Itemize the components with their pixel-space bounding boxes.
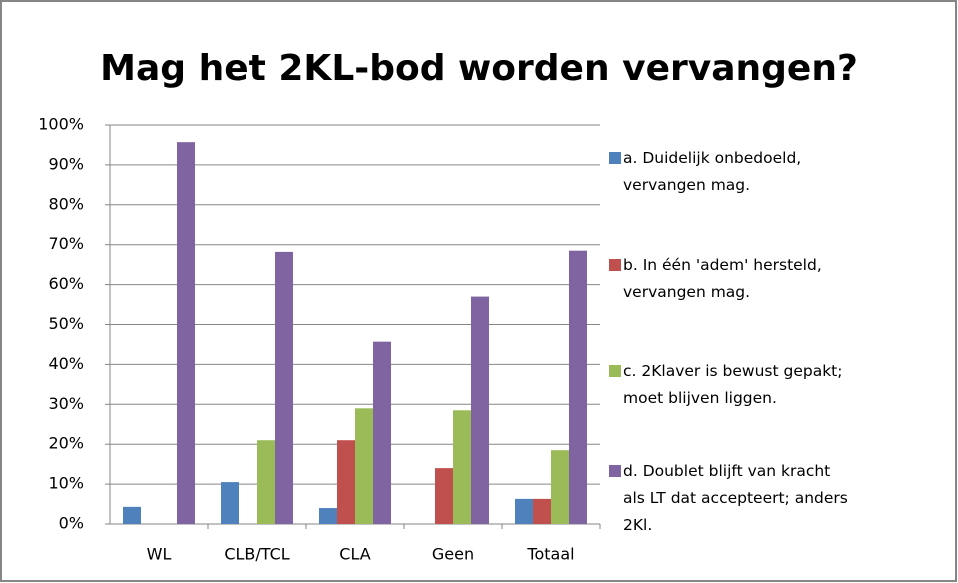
bar [453, 410, 471, 524]
y-tick-label: 100% [38, 115, 84, 134]
y-tick-label: 0% [59, 514, 84, 533]
legend-label: d. Doublet blijft van kracht als LT dat … [623, 462, 848, 534]
bar [373, 341, 391, 524]
legend-label: b. In één 'adem' hersteld, vervangen mag… [623, 256, 822, 301]
x-tick-label: WL [147, 545, 172, 564]
y-tick-label: 90% [48, 154, 84, 173]
bar [569, 250, 587, 524]
bar [515, 498, 533, 524]
x-tick-label: CLA [339, 545, 370, 564]
y-tick-label: 50% [48, 314, 84, 333]
bar [533, 498, 551, 524]
bar [123, 506, 141, 524]
y-tick-label: 40% [48, 354, 84, 373]
bar [275, 251, 293, 524]
legend-label: c. 2Klaver is bewust gepakt; moet blijve… [623, 362, 843, 407]
bar [471, 296, 489, 524]
bar [435, 468, 453, 524]
y-tick-label: 60% [48, 274, 84, 293]
y-tick-label: 30% [48, 394, 84, 413]
y-tick-label: 70% [48, 234, 84, 253]
legend-label: a. Duidelijk onbedoeld, vervangen mag. [623, 149, 802, 194]
legend-item: d. Doublet blijft van kracht als LT dat … [623, 462, 848, 534]
bar [177, 142, 195, 525]
legend-swatch [609, 365, 621, 377]
legend-item: a. Duidelijk onbedoeld, vervangen mag. [623, 149, 802, 194]
chart-title: Mag het 2KL-bod worden vervangen? [100, 48, 858, 89]
legend-swatch [609, 259, 621, 271]
y-tick-label: 80% [48, 194, 84, 213]
legend-item: c. 2Klaver is bewust gepakt; moet blijve… [623, 362, 843, 407]
bar [221, 482, 239, 524]
bar [355, 408, 373, 524]
x-tick-label: Geen [432, 545, 474, 564]
legend-item: b. In één 'adem' hersteld, vervangen mag… [623, 256, 822, 301]
x-tick-label: CLB/TCL [224, 545, 289, 564]
bar [337, 440, 355, 524]
y-tick-label: 20% [48, 434, 84, 453]
y-tick-label: 10% [48, 474, 84, 493]
bar [551, 450, 569, 524]
bar [319, 508, 337, 524]
x-tick-label: Totaal [526, 545, 574, 564]
legend-swatch [609, 152, 621, 164]
legend-swatch [609, 465, 621, 477]
bar [257, 440, 275, 524]
